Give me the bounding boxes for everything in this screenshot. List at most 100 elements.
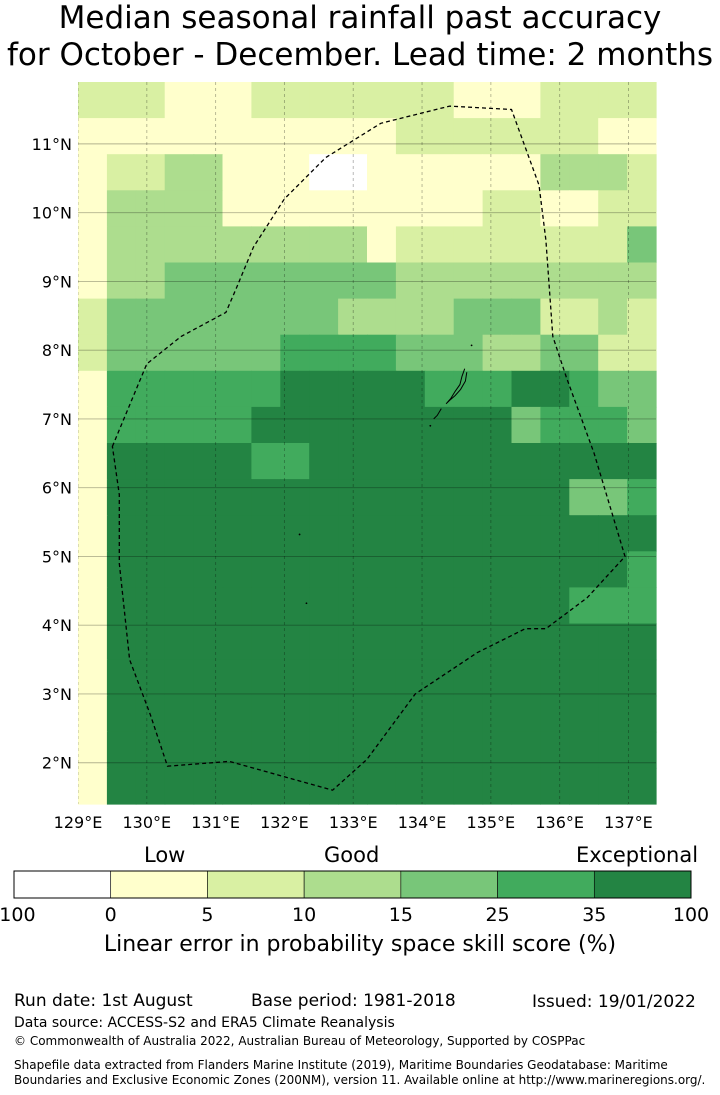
latitude-tick-label: 10°N bbox=[32, 204, 72, 223]
grid-cell bbox=[569, 118, 599, 155]
grid-cell bbox=[540, 82, 570, 119]
grid-cell bbox=[540, 551, 570, 588]
grid-cell bbox=[598, 443, 628, 480]
colorbar-swatch bbox=[497, 870, 595, 899]
grid-cell bbox=[309, 659, 339, 697]
grid-cell bbox=[540, 767, 570, 805]
grid-cell bbox=[280, 262, 310, 300]
grid-cell bbox=[598, 154, 628, 191]
grid-cell bbox=[395, 623, 426, 661]
grid-cell bbox=[395, 262, 426, 300]
grid-cell bbox=[193, 334, 224, 372]
grid-cell bbox=[164, 118, 195, 155]
grid-cell bbox=[395, 551, 426, 588]
grid-cell bbox=[135, 370, 166, 408]
grid-cell bbox=[540, 370, 570, 408]
grid-cell bbox=[367, 82, 397, 119]
colorbar-good-label: Good bbox=[324, 843, 380, 867]
grid-cell bbox=[424, 226, 455, 264]
grid-cell bbox=[309, 695, 339, 733]
grid-cell bbox=[424, 82, 455, 119]
grid-cell bbox=[540, 118, 570, 155]
grid-cell bbox=[569, 767, 599, 805]
grid-cell bbox=[338, 226, 368, 264]
map-title-line-2: for October - December. Lead time: 2 mon… bbox=[6, 37, 714, 73]
grid-cell bbox=[164, 767, 195, 805]
colorbar-swatch bbox=[593, 870, 692, 899]
grid-cell bbox=[453, 154, 484, 191]
grid-cell bbox=[482, 479, 513, 516]
grid-cell bbox=[309, 731, 339, 769]
colorbar-swatch bbox=[13, 870, 112, 899]
grid-cell bbox=[395, 479, 426, 516]
grid-cell bbox=[453, 515, 484, 552]
grid-cell bbox=[193, 767, 224, 805]
grid-cell bbox=[367, 298, 397, 336]
grid-cell bbox=[106, 334, 137, 372]
latitude-tick-label: 7°N bbox=[42, 410, 72, 429]
grid-cell bbox=[367, 587, 397, 625]
grid-cell bbox=[395, 587, 426, 625]
grid-cell bbox=[367, 623, 397, 661]
grid-cell bbox=[135, 731, 166, 769]
grid-cell bbox=[453, 767, 484, 805]
grid-cell bbox=[569, 443, 599, 480]
grid-cell bbox=[367, 551, 397, 588]
shapefile-credit-line-1: Shapefile data extracted from Flanders M… bbox=[14, 1058, 668, 1072]
grid-cell bbox=[424, 298, 455, 336]
grid-cell bbox=[338, 479, 368, 516]
grid-cell bbox=[164, 334, 195, 372]
grid-cell bbox=[367, 406, 397, 444]
grid-cell bbox=[482, 226, 513, 264]
grid-cell bbox=[338, 82, 368, 119]
grid-cell bbox=[222, 443, 252, 480]
grid-cell bbox=[424, 695, 455, 733]
grid-cell bbox=[453, 334, 484, 372]
island bbox=[429, 424, 432, 427]
grid-cell bbox=[540, 515, 570, 552]
grid-cell bbox=[78, 334, 108, 372]
map-title-line-1: Median seasonal rainfall past accuracy bbox=[58, 0, 662, 36]
grid-cell bbox=[251, 262, 281, 300]
grid-cell bbox=[540, 695, 570, 733]
grid-cell bbox=[598, 334, 628, 372]
grid-cell bbox=[482, 334, 513, 372]
grid-cell bbox=[280, 731, 310, 769]
grid-cell bbox=[569, 551, 599, 588]
grid-cell bbox=[482, 82, 513, 119]
colorbar-tick-label: 100 bbox=[673, 904, 709, 926]
grid-cell bbox=[627, 226, 657, 264]
grid-cell bbox=[627, 118, 657, 155]
grid-cell bbox=[424, 262, 455, 300]
grid-cell bbox=[222, 623, 252, 661]
grid-cell bbox=[424, 515, 455, 552]
grid-cell bbox=[511, 406, 541, 444]
grid-cell bbox=[222, 479, 252, 516]
grid-cell bbox=[424, 334, 455, 372]
grid-cell bbox=[395, 298, 426, 336]
grid-cell bbox=[424, 118, 455, 155]
colorbar-axis-title: Linear error in probability space skill … bbox=[103, 932, 617, 957]
grid-cell bbox=[453, 262, 484, 300]
grid-cell bbox=[338, 334, 368, 372]
grid-cell bbox=[338, 443, 368, 480]
grid-cell bbox=[453, 190, 484, 227]
grid-cell bbox=[598, 190, 628, 227]
grid-cell bbox=[598, 587, 628, 625]
grid-cell bbox=[222, 406, 252, 444]
grid-cell bbox=[280, 479, 310, 516]
grid-cell bbox=[511, 334, 541, 372]
grid-cell bbox=[482, 406, 513, 444]
grid-cell bbox=[338, 587, 368, 625]
grid-cell bbox=[540, 623, 570, 661]
grid-cell bbox=[598, 298, 628, 336]
grid-cell bbox=[222, 587, 252, 625]
latitude-tick-label: 4°N bbox=[42, 616, 72, 635]
grid-cell bbox=[338, 767, 368, 805]
grid-cell bbox=[395, 154, 426, 191]
grid-cell bbox=[627, 659, 657, 697]
grid-cell bbox=[511, 623, 541, 661]
grid-cell bbox=[598, 695, 628, 733]
grid-cell bbox=[135, 154, 166, 191]
grid-cell bbox=[540, 262, 570, 300]
